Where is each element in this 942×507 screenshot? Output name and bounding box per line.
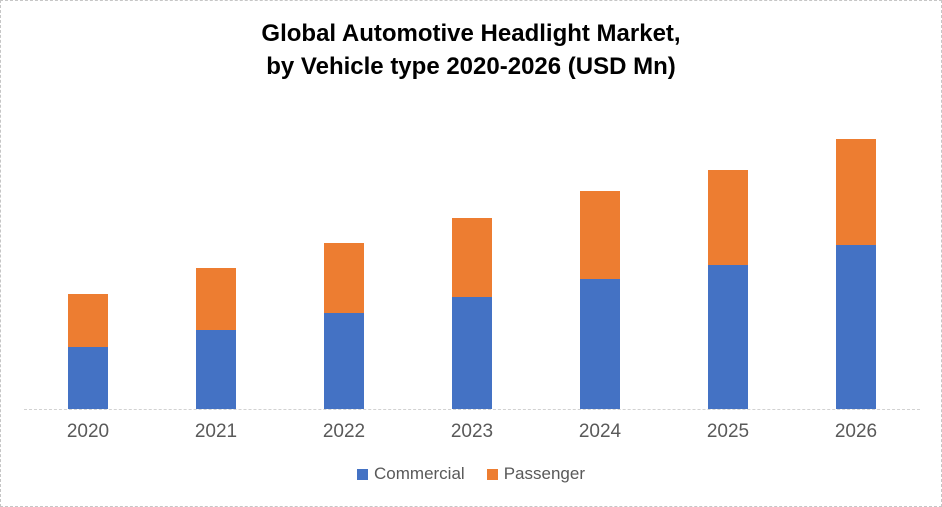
legend: Commercial Passenger — [1, 464, 941, 484]
x-axis-label-2025: 2025 — [706, 421, 750, 442]
bar-segment-passenger-2025 — [708, 170, 748, 265]
chart-title-line-1: Global Automotive Headlight Market, — [261, 20, 681, 47]
bar-group-2021 — [152, 101, 280, 409]
bar-group-2025 — [664, 101, 792, 409]
bar-segment-commercial-2021 — [196, 330, 236, 409]
bar-segment-passenger-2023 — [452, 218, 492, 297]
x-axis-label-2023: 2023 — [450, 421, 494, 442]
legend-item-commercial: Commercial — [357, 464, 465, 484]
bar-segment-commercial-2023 — [452, 297, 492, 409]
bar-segment-commercial-2024 — [580, 279, 620, 409]
x-axis-label-2021: 2021 — [194, 421, 238, 442]
bar-segment-passenger-2022 — [324, 243, 364, 313]
legend-item-passenger: Passenger — [486, 464, 585, 484]
chart-title-line-2: by Vehicle type 2020-2026 (USD Mn) — [266, 53, 676, 80]
bar-segment-commercial-2026 — [836, 245, 876, 409]
x-axis-line — [24, 409, 920, 410]
bar-group-2020 — [24, 101, 152, 409]
bar-segment-passenger-2024 — [580, 191, 620, 279]
bar-segment-passenger-2020 — [68, 294, 108, 347]
bar-group-2023 — [408, 101, 536, 409]
bar-segment-passenger-2026 — [836, 139, 876, 245]
bar-segment-commercial-2020 — [68, 347, 108, 409]
bar-group-2026 — [792, 101, 920, 409]
bar-group-2024 — [536, 101, 664, 409]
bar-segment-commercial-2025 — [708, 265, 748, 409]
x-axis-label-2020: 2020 — [66, 421, 110, 442]
legend-label-passenger: Passenger — [503, 464, 585, 483]
legend-swatch-icon-commercial — [357, 468, 369, 480]
chart-title: Global Automotive Headlight Market, by V… — [1, 17, 941, 83]
bar-group-2022 — [280, 101, 408, 409]
bar-segment-passenger-2021 — [196, 268, 236, 330]
x-axis-labels: 2020 2021 2022 2023 2024 2025 2026 — [24, 421, 920, 445]
legend-label-commercial: Commercial — [374, 464, 465, 483]
legend-swatch-icon-passenger — [486, 468, 498, 480]
x-axis-label-2026: 2026 — [834, 421, 878, 442]
plot-area — [24, 101, 920, 409]
bar-segment-commercial-2022 — [324, 313, 364, 409]
x-axis-label-2024: 2024 — [578, 421, 622, 442]
x-axis-label-2022: 2022 — [322, 421, 366, 442]
